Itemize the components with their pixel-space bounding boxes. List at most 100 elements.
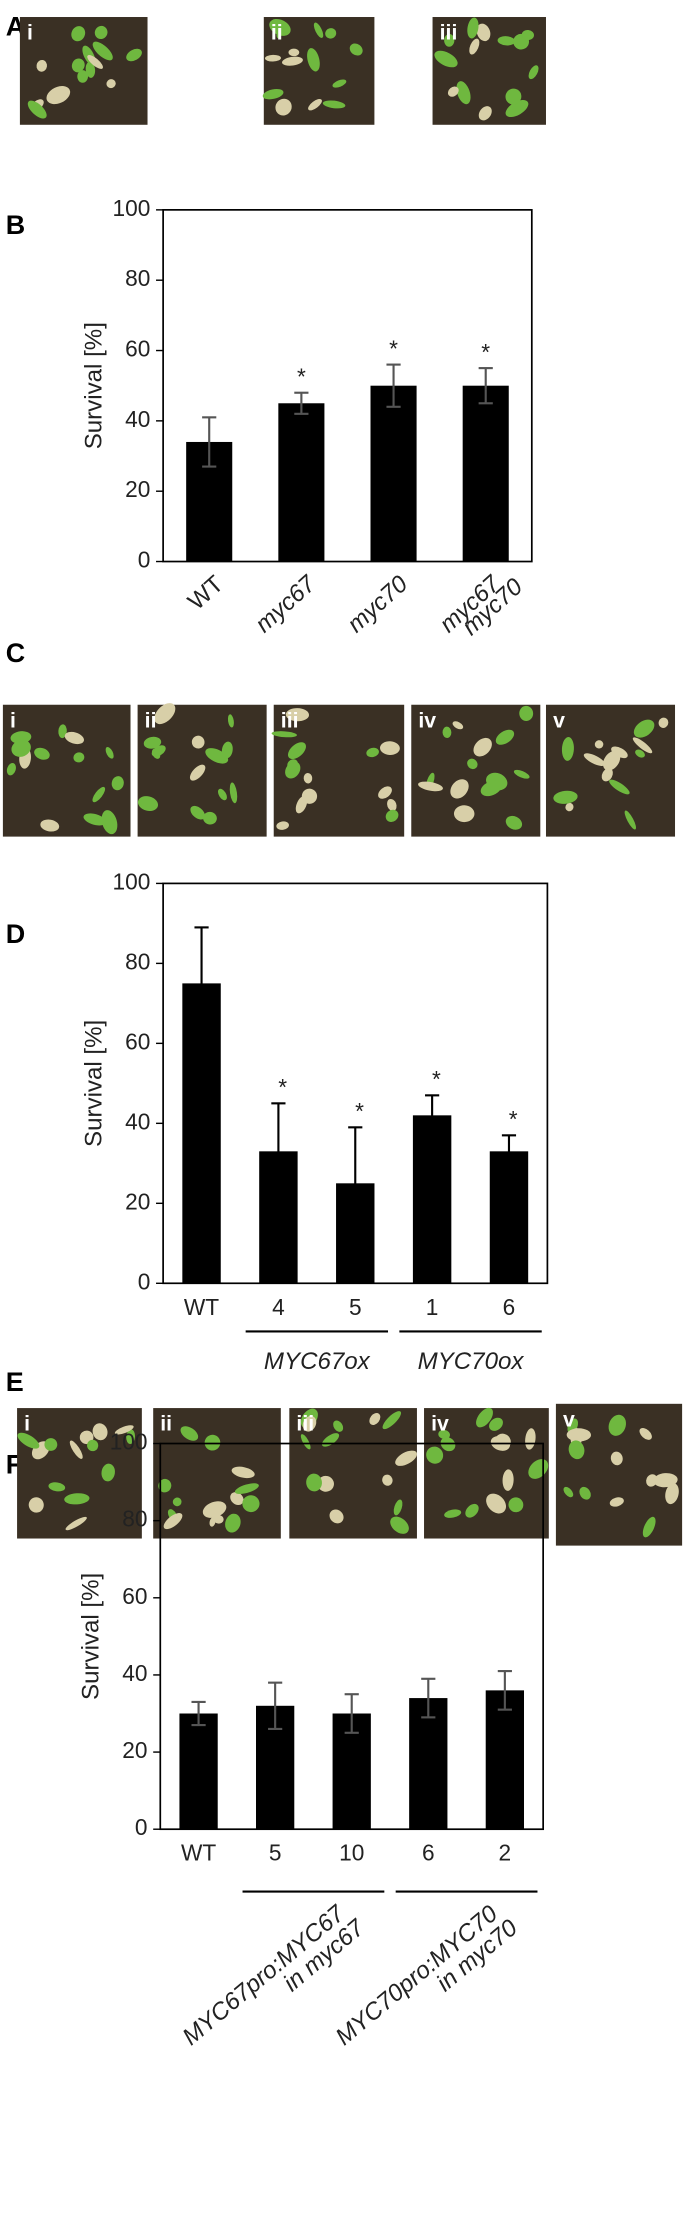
bar [485, 1690, 525, 1830]
panel-label: C [6, 638, 25, 668]
seedling [480, 780, 502, 797]
seedling [28, 1497, 44, 1513]
seedling [434, 50, 458, 68]
seedling [71, 26, 86, 42]
seedling [92, 1423, 108, 1441]
y-tick-label: 80 [125, 265, 150, 291]
photo-label: ii [160, 1412, 172, 1436]
panel-label: E [6, 1367, 24, 1397]
seedling [635, 749, 645, 758]
seedling [64, 731, 84, 745]
seedling [467, 17, 479, 39]
bar [489, 1151, 529, 1284]
photo: i [17, 1408, 142, 1539]
seedling [48, 1482, 66, 1492]
seedling [476, 1407, 493, 1428]
seedling [225, 1513, 241, 1533]
x-tick-label: 4 [272, 1294, 285, 1320]
seedling [658, 717, 669, 728]
seedling [366, 747, 379, 758]
seedling [610, 1451, 623, 1466]
x-tick-label: 1 [426, 1294, 439, 1320]
seedling [11, 739, 31, 757]
significance-mark: * [389, 335, 398, 361]
seedling [568, 1440, 585, 1460]
seedling [332, 79, 347, 88]
seedling [101, 1463, 115, 1482]
seedling [209, 1517, 216, 1527]
seedling [227, 714, 234, 728]
seedling [92, 41, 113, 61]
seedling [453, 805, 475, 823]
seedling [561, 737, 574, 761]
seedling [329, 1509, 344, 1524]
seedling [300, 1434, 311, 1450]
seedling [111, 776, 124, 791]
seedling [73, 752, 85, 763]
photo-label: i [24, 1412, 30, 1436]
seedling [44, 1438, 58, 1451]
x-tick-label: 6 [503, 1294, 516, 1320]
seedling [444, 1509, 462, 1518]
photo-label: iv [418, 708, 436, 732]
seedling [478, 106, 492, 121]
bar [409, 1698, 448, 1830]
seedling [205, 748, 229, 764]
seedling [450, 779, 469, 799]
seedling [46, 86, 71, 105]
panel-label: B [6, 210, 25, 240]
photo: i [19, 17, 148, 125]
y-tick-label: 40 [122, 1660, 147, 1686]
seedling [505, 88, 522, 105]
seedling [276, 821, 289, 830]
seedling [456, 81, 471, 105]
y-tick-label: 60 [125, 336, 150, 362]
y-tick-label: 20 [125, 1188, 150, 1214]
seedling [390, 1516, 409, 1534]
seedling [106, 79, 116, 89]
seedling [6, 763, 16, 776]
seedling [378, 786, 392, 799]
seedling [609, 1497, 624, 1507]
seedling [418, 781, 443, 792]
seedling [317, 1475, 334, 1492]
seedling [426, 1446, 444, 1464]
seedling [502, 1469, 514, 1491]
y-tick-label: 40 [125, 1108, 150, 1134]
significance-mark: * [481, 339, 490, 365]
seedling [665, 1483, 679, 1505]
significance-mark: * [355, 1098, 364, 1124]
seedling [34, 747, 50, 760]
seedling [242, 1495, 260, 1513]
seedling [58, 724, 67, 739]
y-tick-label: 0 [138, 547, 151, 573]
x-tick-label: 10 [339, 1840, 364, 1866]
photo: iii [432, 17, 546, 125]
photo-label: v [553, 708, 565, 732]
seedling [301, 788, 318, 804]
seedling [308, 98, 322, 111]
seedling [322, 100, 346, 109]
significance-mark: * [278, 1074, 287, 1100]
x-tick-label: myc67 [250, 569, 322, 638]
seedling [285, 708, 310, 722]
seedling [349, 43, 363, 56]
photo: iii [289, 1408, 418, 1539]
photo-label: iv [431, 1412, 449, 1436]
seedling [519, 705, 534, 721]
y-tick-label: 100 [113, 195, 151, 221]
seedling [438, 1429, 450, 1440]
group-label: MYC67ox [264, 1348, 371, 1375]
y-tick-label: 80 [125, 948, 150, 974]
x-tick-label: 5 [349, 1294, 362, 1320]
seedling [17, 1432, 40, 1449]
y-tick-label: 100 [110, 1429, 148, 1455]
significance-mark: * [297, 364, 306, 390]
seedling [158, 1478, 172, 1493]
plot-frame [162, 209, 533, 563]
seedling [163, 1513, 183, 1530]
seedling [189, 764, 206, 781]
seedling [285, 761, 301, 779]
